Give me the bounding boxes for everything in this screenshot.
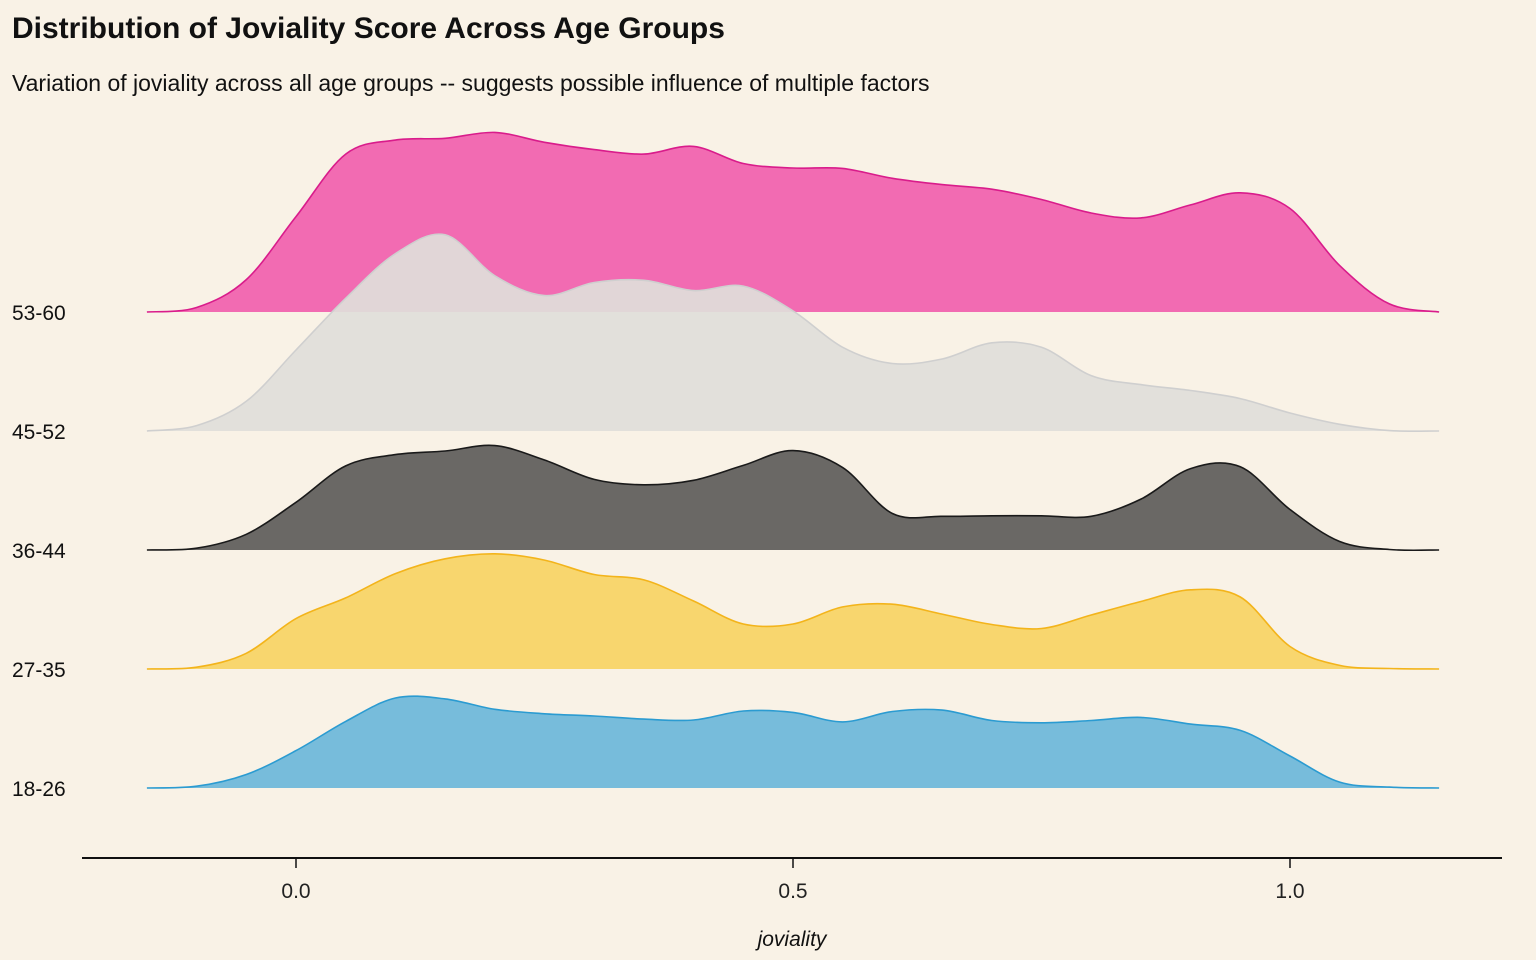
ridge-53-60 bbox=[146, 131, 1440, 313]
ridge-area-27-35 bbox=[146, 553, 1440, 669]
ridge-area-18-26 bbox=[146, 696, 1440, 788]
ridge-area-36-44 bbox=[146, 445, 1440, 551]
ridge-line-53-60 bbox=[146, 131, 1440, 313]
ridge-line-27-35 bbox=[146, 552, 1440, 670]
ridge-line-36-44 bbox=[146, 444, 1440, 552]
ridge-27-35 bbox=[146, 552, 1440, 670]
y-tick-label: 36-44 bbox=[12, 540, 66, 563]
y-axis-labels: 18-26 27-35 36-44 45-52 53-60 bbox=[12, 302, 66, 801]
ridge-45-52 bbox=[146, 233, 1440, 432]
x-axis-label: joviality bbox=[755, 928, 828, 951]
x-tick-label: 0.0 bbox=[281, 880, 310, 903]
x-axis-ticks: 0.0 0.5 1.0 bbox=[281, 858, 1305, 903]
ridge-18-26 bbox=[146, 695, 1440, 789]
y-tick-label: 18-26 bbox=[12, 778, 66, 801]
y-tick-label: 45-52 bbox=[12, 421, 66, 444]
y-tick-label: 27-35 bbox=[12, 659, 66, 682]
ridge-line-18-26 bbox=[146, 695, 1440, 789]
chart-subtitle: Variation of joviality across all age gr… bbox=[12, 70, 930, 96]
x-tick-label: 0.5 bbox=[778, 880, 807, 903]
ridges-layer bbox=[146, 131, 1440, 789]
ridge-line-45-52 bbox=[146, 233, 1440, 432]
y-tick-label: 53-60 bbox=[12, 302, 66, 325]
chart-title: Distribution of Joviality Score Across A… bbox=[12, 12, 725, 45]
ridge-36-44 bbox=[146, 444, 1440, 552]
x-tick-label: 1.0 bbox=[1275, 880, 1304, 903]
